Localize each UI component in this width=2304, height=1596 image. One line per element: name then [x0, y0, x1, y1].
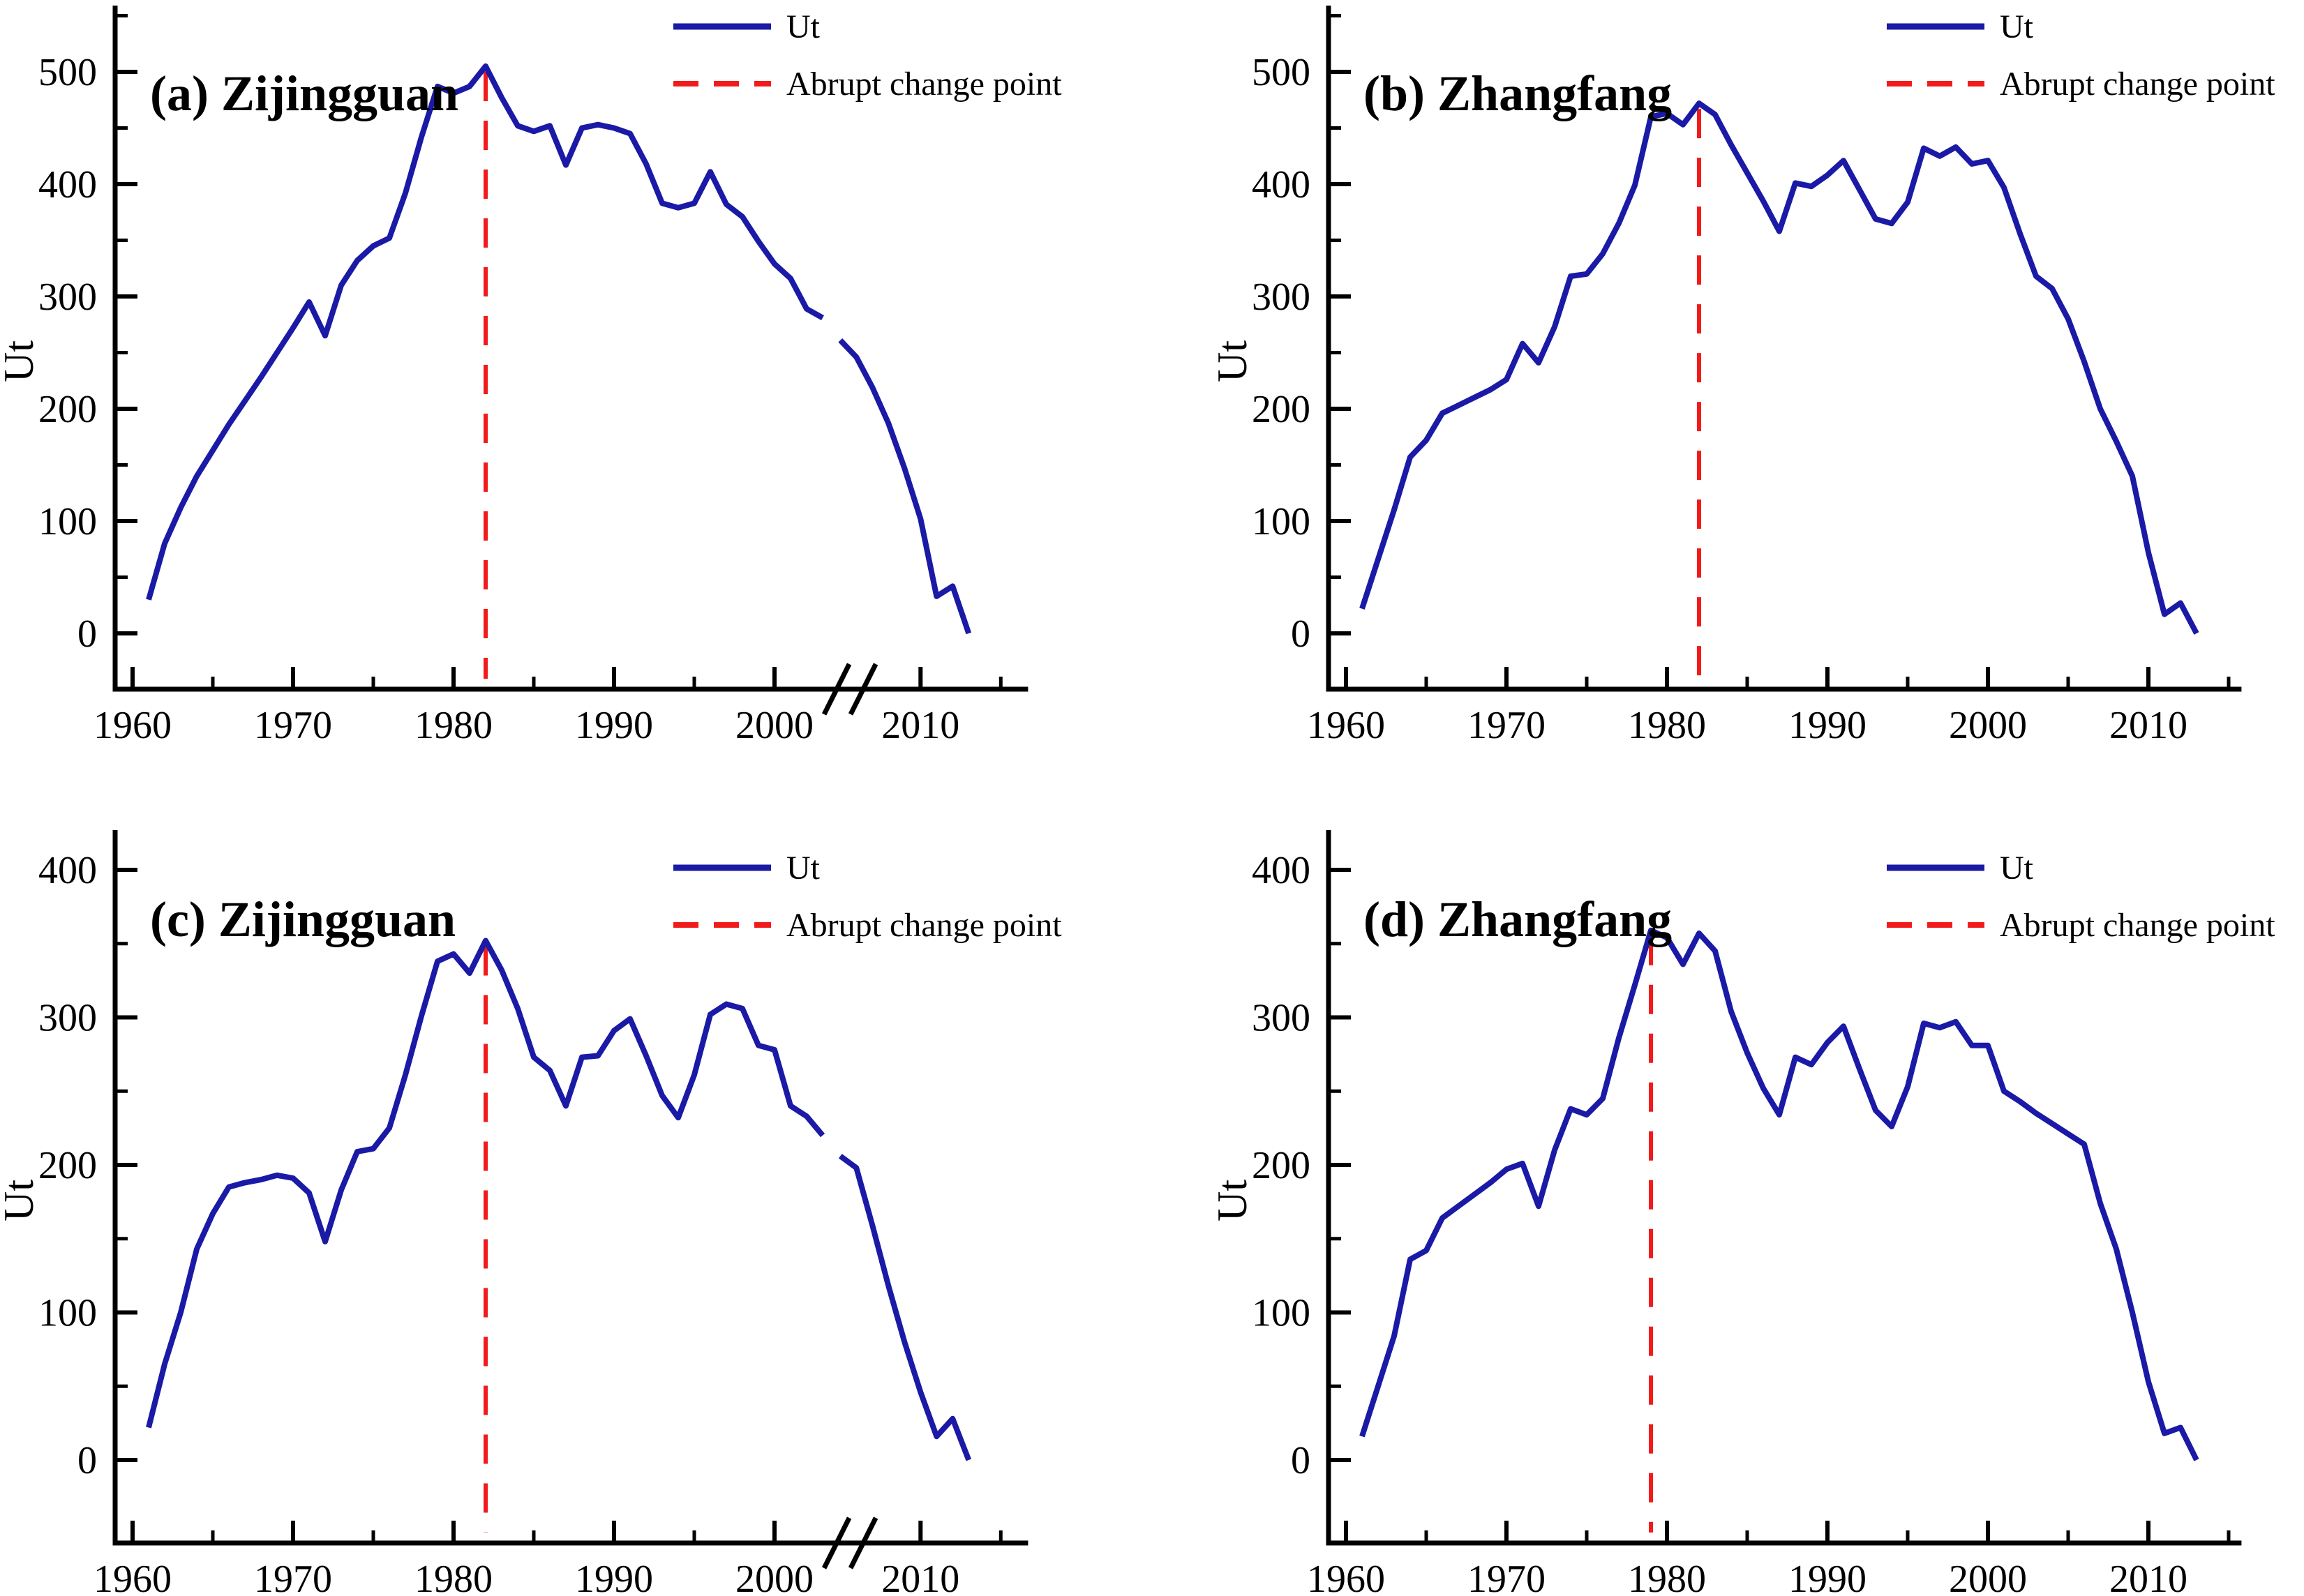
y-axis-label: Ut	[0, 1180, 42, 1221]
ut-line	[1359, 100, 2199, 635]
panel-title: (c) Zijingguan	[150, 891, 456, 947]
panel-title: (a) Zijingguan	[150, 66, 458, 121]
y-tick-label: 300	[1252, 997, 1310, 1040]
y-tick-label: 200	[38, 1144, 97, 1187]
y-tick-label: 0	[1291, 1439, 1310, 1482]
y-tick-label: 400	[1252, 163, 1310, 206]
x-tick-label: 1960	[1307, 704, 1385, 747]
y-tick-label: 200	[1252, 1144, 1310, 1187]
y-tick-label: 0	[77, 1439, 97, 1482]
y-tick-label: 300	[38, 276, 97, 319]
legend-change-point-label: Abrupt change point	[786, 907, 1062, 944]
legend-change-point-label: Abrupt change point	[2000, 66, 2275, 103]
x-tick-label: 1990	[575, 704, 653, 747]
y-axis-label: Ut	[0, 340, 42, 382]
y-axis-label: Ut	[1209, 1180, 1255, 1221]
y-tick-label: 0	[77, 612, 97, 656]
x-tick-label: 2010	[881, 1558, 959, 1596]
panel-c-chart: 0 100 200 300 400 1960 1970 1980 1990 2000 2010 (c)…	[0, 830, 1062, 1596]
x-tick-label: 2000	[735, 1558, 814, 1596]
x-tick-label: 1990	[1788, 1558, 1867, 1596]
axis-spines-c	[112, 830, 1028, 1546]
y-tick-label: 100	[38, 500, 97, 543]
ut-line	[1359, 927, 2199, 1461]
x-axis-break-mark	[821, 663, 852, 716]
y-tick-label: 100	[38, 1292, 97, 1335]
axis-spines-d	[1326, 830, 2242, 1546]
legend-change-point-label: Abrupt change point	[2000, 907, 2275, 944]
axis-spines-b	[1326, 6, 2242, 692]
y-tick-label: 200	[38, 388, 97, 431]
y-tick-label: 300	[1252, 276, 1310, 319]
y-tick-label: 500	[38, 51, 97, 94]
ut-line	[146, 63, 824, 601]
x-tick-label: 1970	[254, 1558, 332, 1596]
legend-ut-label: Ut	[2000, 850, 2034, 887]
x-tick-label: 1960	[93, 704, 172, 747]
x-tick-label: 2010	[2109, 1558, 2187, 1596]
x-tick-label: 2010	[2109, 704, 2187, 747]
panel-d-chart: 0 100 200 300 400 1960 1970 1980 1990 2000 2010 (d)…	[1209, 830, 2275, 1596]
ut-line	[146, 938, 825, 1429]
x-tick-label: 1960	[93, 1558, 172, 1596]
y-tick-label: 400	[1252, 849, 1310, 892]
x-tick-label: 1980	[1628, 1558, 1706, 1596]
axis-spines-a	[112, 6, 1028, 692]
x-axis-break-mark	[848, 663, 878, 716]
y-tick-label: 300	[38, 997, 97, 1040]
x-tick-label: 1970	[1467, 1558, 1546, 1596]
y-tick-label: 400	[38, 849, 97, 892]
x-tick-label: 1990	[1788, 704, 1867, 747]
y-tick-label: 0	[1291, 612, 1310, 656]
legend-ut-label: Ut	[786, 850, 821, 887]
x-tick-label: 1980	[414, 704, 493, 747]
x-tick-label: 2000	[735, 704, 814, 747]
x-tick-label: 1980	[1628, 704, 1706, 747]
x-axis-break-mark	[848, 1516, 878, 1569]
x-tick-label: 1970	[1467, 704, 1546, 747]
legend-ut-label: Ut	[786, 8, 821, 45]
y-tick-label: 200	[1252, 388, 1310, 431]
panel-a-chart: 0 100 200 300 400 500 1960 1970 1980 1990 2000 2010…	[0, 6, 1062, 747]
x-tick-label: 1960	[1307, 1558, 1385, 1596]
legend-ut-label: Ut	[2000, 8, 2034, 45]
x-tick-label: 1980	[414, 1558, 493, 1596]
y-tick-label: 100	[1252, 1292, 1310, 1335]
x-tick-label: 2000	[1949, 704, 2027, 747]
x-axis-break-mark	[821, 1516, 852, 1569]
x-tick-label: 2010	[881, 704, 959, 747]
panel-title: (d) Zhangfang	[1363, 891, 1672, 947]
ut-line	[838, 338, 972, 635]
x-tick-label: 2000	[1949, 1558, 2027, 1596]
y-tick-label: 400	[38, 163, 97, 206]
legend-change-point-label: Abrupt change point	[786, 66, 1062, 103]
y-axis-label: Ut	[1209, 340, 1255, 382]
ut-line	[838, 1154, 972, 1461]
x-tick-label: 1970	[254, 704, 332, 747]
panel-b-chart: 0 100 200 300 400 500 1960 1970 1980 1990 2000 2010…	[1209, 6, 2275, 747]
y-tick-label: 500	[1252, 51, 1310, 94]
y-tick-label: 100	[1252, 500, 1310, 543]
x-tick-label: 1990	[575, 1558, 653, 1596]
panel-title: (b) Zhangfang	[1363, 66, 1672, 121]
